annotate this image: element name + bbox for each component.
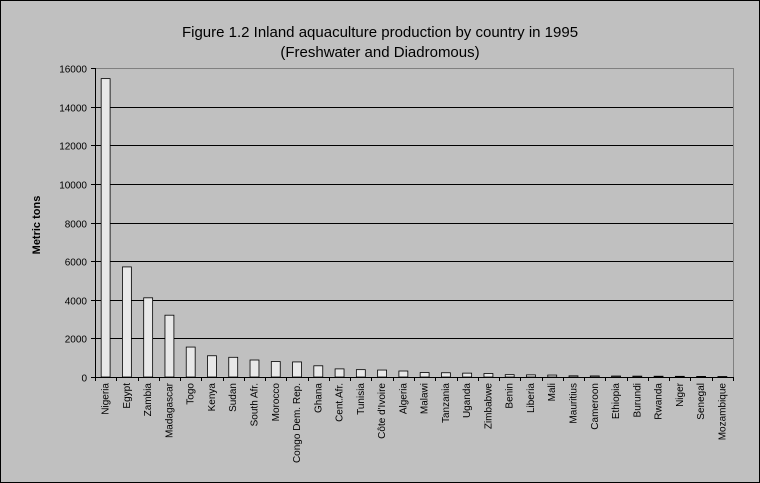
bar xyxy=(504,374,515,378)
x-tick-label: Congo Dem. Rep. xyxy=(292,383,303,463)
y-tick-label: 10000 xyxy=(59,181,87,192)
bar xyxy=(696,376,706,378)
bar xyxy=(483,373,494,378)
x-tick-label: Tanzania xyxy=(441,383,452,423)
bar xyxy=(100,78,111,378)
x-tick-label: South Afr. xyxy=(250,383,261,426)
x-tick-label: Ethiopia xyxy=(611,383,622,420)
x-tick-label: Uganda xyxy=(462,383,473,418)
y-tick-labels: 0 2000 4000 6000 8000 10000 12000 14000 16000 xyxy=(59,65,87,385)
x-tick-label: Burundi xyxy=(632,383,643,417)
x-tick-label: Kenya xyxy=(207,383,218,412)
bar xyxy=(568,375,579,378)
bar xyxy=(228,356,239,378)
x-tick-label: Sudan xyxy=(228,383,239,412)
x-tick-label: Malawi xyxy=(420,383,431,414)
bar xyxy=(143,297,154,378)
x-tick-label: Rwanda xyxy=(654,383,665,420)
bar xyxy=(674,375,685,378)
bar xyxy=(653,375,664,378)
x-tick-label: Madagascar xyxy=(164,382,175,438)
bar xyxy=(441,372,451,378)
y-tick-label: 8000 xyxy=(65,220,88,231)
x-tick-label: Mauritius xyxy=(569,383,580,424)
chart-title: Figure 1.2 Inland aquaculture production… xyxy=(182,24,578,41)
bar xyxy=(292,361,302,378)
chart-subtitle: (Freshwater and Diadromous) xyxy=(280,44,479,61)
x-tick-label: Zimbabwe xyxy=(483,383,494,430)
bar xyxy=(355,369,366,378)
bar xyxy=(164,314,175,378)
bar xyxy=(313,365,324,378)
x-tick-label: Niger xyxy=(675,382,686,407)
bar xyxy=(398,370,409,378)
x-tick-label: Togo xyxy=(186,383,197,405)
x-tick-label: Côte d'Ivoire xyxy=(377,383,388,439)
axes xyxy=(95,68,734,381)
x-tick-label: Morocco xyxy=(271,383,282,422)
bar xyxy=(334,368,345,378)
y-tick-label: 4000 xyxy=(65,297,88,308)
bar xyxy=(611,375,621,378)
y-tick-label: 14000 xyxy=(59,104,87,115)
bar xyxy=(589,375,600,378)
bar xyxy=(462,372,473,378)
x-tick-label: Senegal xyxy=(696,383,707,420)
x-tick-label: Nigeria xyxy=(101,383,112,415)
x-tick-label: Tunisia xyxy=(356,383,367,415)
y-tick-label: 12000 xyxy=(59,142,87,153)
x-tick-label: Benin xyxy=(505,383,516,409)
x-tick-label: Liberia xyxy=(526,383,537,413)
x-tick-label: Algeria xyxy=(398,383,409,415)
y-axis-label: Metric tons xyxy=(31,196,43,255)
x-tick-label: Ghana xyxy=(313,383,324,413)
y-tick-label: 16000 xyxy=(59,65,87,76)
bar xyxy=(249,359,260,378)
x-tick-label: Mali xyxy=(547,383,558,401)
bar xyxy=(122,266,132,378)
x-tick-labels: Nigeria Egypt Zambia Madagascar Togo Kenya Sud… xyxy=(101,382,729,463)
bar xyxy=(377,369,387,378)
bar xyxy=(632,375,643,378)
x-tick-label: Egypt xyxy=(122,383,133,409)
x-tick-label: Cent.Afr. xyxy=(335,383,346,422)
y-tick-label: 2000 xyxy=(65,335,88,346)
bar xyxy=(547,374,558,378)
bar xyxy=(526,374,536,378)
x-tick-label: Zambia xyxy=(143,383,154,417)
y-tick-label: 6000 xyxy=(65,258,88,269)
x-tick-label: Cameroon xyxy=(590,383,601,430)
x-tick-label: Mozambique xyxy=(717,383,728,441)
bar xyxy=(419,372,430,378)
bar xyxy=(270,361,281,378)
bar xyxy=(185,346,196,378)
y-tick-label: 0 xyxy=(81,374,87,385)
bar xyxy=(207,355,217,378)
